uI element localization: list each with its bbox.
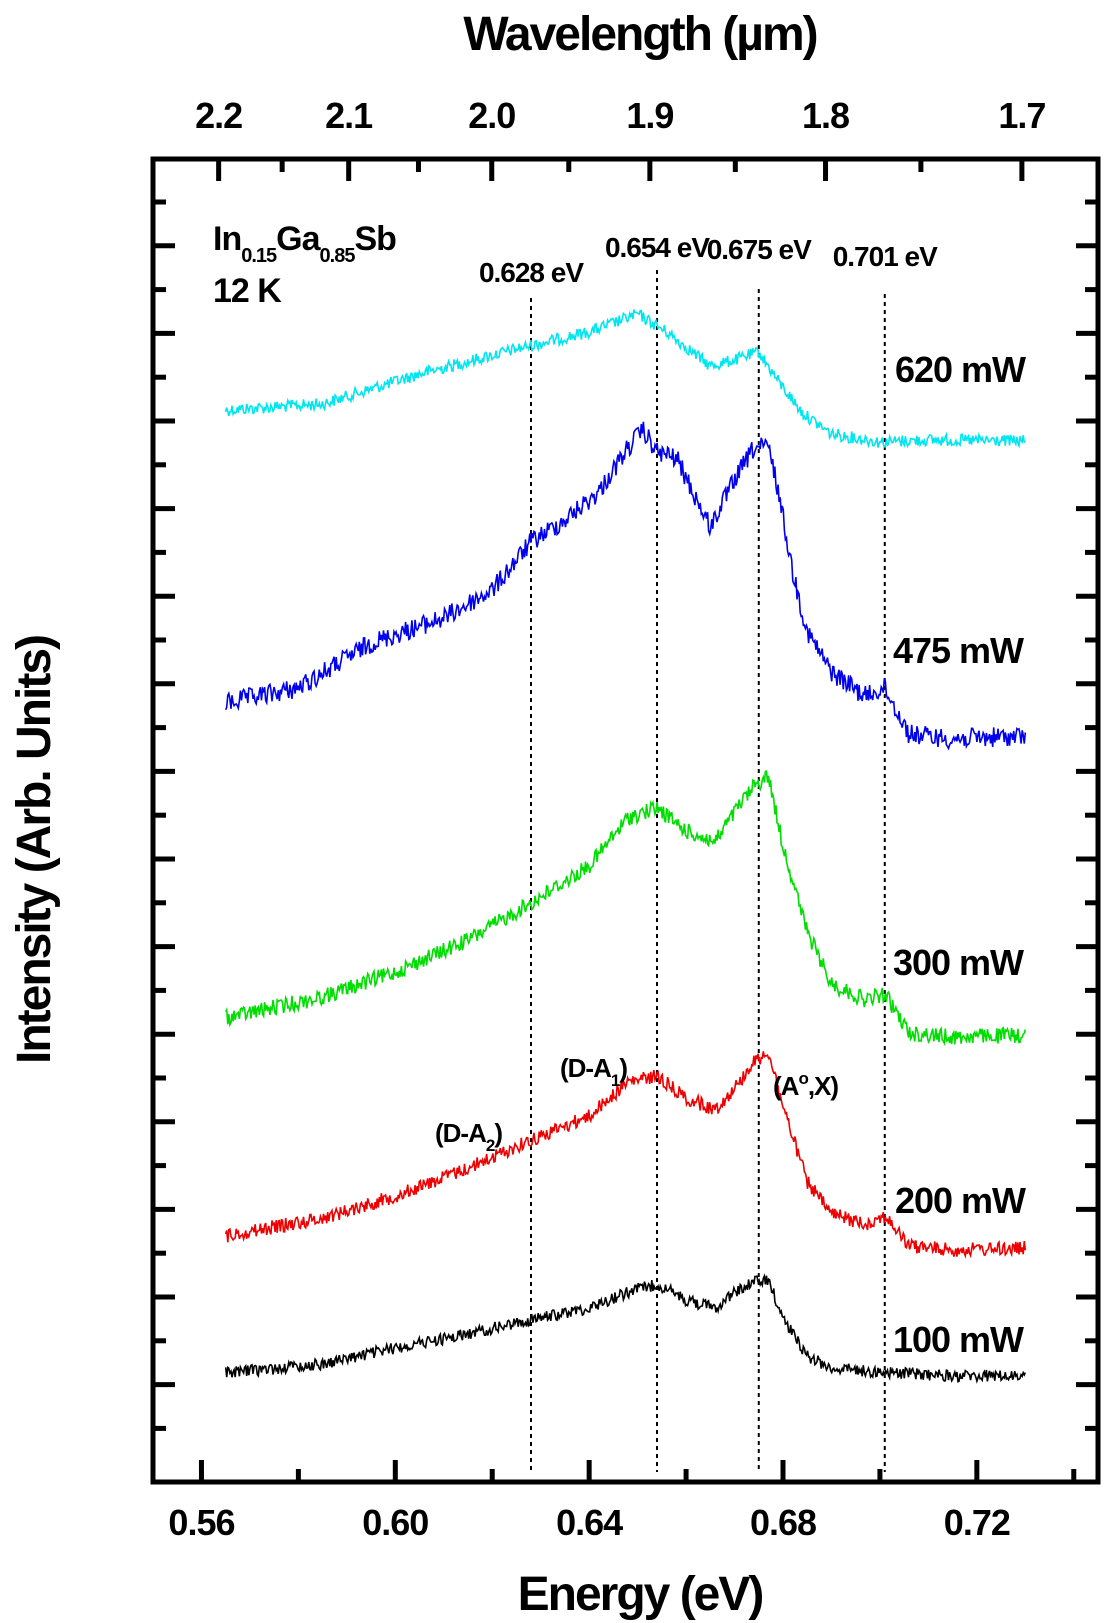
peak-label-aox-rest: ,X): [808, 1071, 839, 1101]
peak-label-aox-sup: o: [798, 1069, 808, 1088]
peak-label-da2-close: ): [494, 1118, 502, 1148]
peak-label-da1-main: (D-A: [560, 1053, 612, 1083]
temperature-label: 12 K: [213, 272, 282, 310]
series-label: 300 mW: [893, 942, 1024, 983]
sample-element-in: In: [213, 220, 241, 258]
sample-sub-1: 0.15: [241, 245, 277, 267]
peak-label-aox: (Ao,X): [773, 1069, 838, 1101]
peak-label-da2: (D-A2): [435, 1118, 502, 1155]
series-labels: 620 mW 475 mW 300 mW 200 mW 100 mW: [893, 349, 1027, 1360]
top-tick-label: 1.9: [626, 95, 673, 136]
peak-label-da2-main: (D-A: [435, 1118, 487, 1148]
series-line: [224, 309, 1026, 449]
series-line: [224, 1051, 1027, 1259]
y-axis-title: Intensity (Arb. Units): [8, 636, 61, 1064]
sample-sub-2: 0.85: [320, 245, 356, 267]
sample-element-sb: Sb: [354, 220, 396, 258]
series-label: 100 mW: [893, 1319, 1024, 1360]
marker-line-label: 0.675 eV: [707, 234, 812, 265]
top-axis-ticks: 2.2 2.1 2.0 1.9 1.8 1.7: [195, 95, 1046, 181]
peak-label-aox-main: (A: [773, 1071, 800, 1101]
series-group: [224, 309, 1027, 1384]
peak-label-da1-sub: 1: [611, 1071, 620, 1090]
x-tick-label: 0.64: [556, 1502, 623, 1543]
series-label: 620 mW: [895, 349, 1026, 390]
top-tick-label: 1.8: [802, 95, 849, 136]
side-axis-ticks: [153, 199, 1098, 1431]
series-label: 200 mW: [895, 1180, 1026, 1221]
peak-label-da1-close: ): [619, 1053, 627, 1083]
x-tick-label: 0.56: [168, 1502, 234, 1543]
x-tick-label: 0.60: [362, 1502, 428, 1543]
series-line: [224, 421, 1027, 751]
series-line: [224, 1273, 1027, 1384]
x-tick-label: 0.72: [944, 1502, 1010, 1543]
sample-element-ga: Ga: [276, 220, 321, 258]
marker-line-label: 0.701 eV: [833, 241, 938, 272]
top-tick-label: 2.0: [468, 95, 515, 136]
series-line: [224, 770, 1027, 1047]
peak-label-da2-sub: 2: [486, 1136, 495, 1155]
series-label: 475 mW: [893, 630, 1024, 671]
top-tick-label: 2.2: [195, 95, 242, 136]
sample-label: In0.15Ga0.85Sb: [213, 220, 396, 267]
bottom-axis-ticks: 0.56 0.60 0.64 0.68 0.72: [168, 1460, 1077, 1543]
x-tick-label: 0.68: [750, 1502, 816, 1543]
plot-frame: [150, 156, 1101, 1485]
peak-label-da1: (D-A1): [560, 1053, 627, 1090]
top-axis-title: Wavelength (µm): [463, 8, 816, 61]
marker-line-label: 0.654 eV: [605, 232, 710, 263]
marker-line-label: 0.628 eV: [479, 257, 584, 288]
marker-lines: 0.628 eV 0.654 eV0.675 eV 0.701 eV: [479, 232, 939, 1472]
top-tick-label: 2.1: [325, 95, 373, 136]
top-tick-label: 1.7: [998, 95, 1045, 136]
x-axis-title: Energy (eV): [518, 1568, 763, 1621]
